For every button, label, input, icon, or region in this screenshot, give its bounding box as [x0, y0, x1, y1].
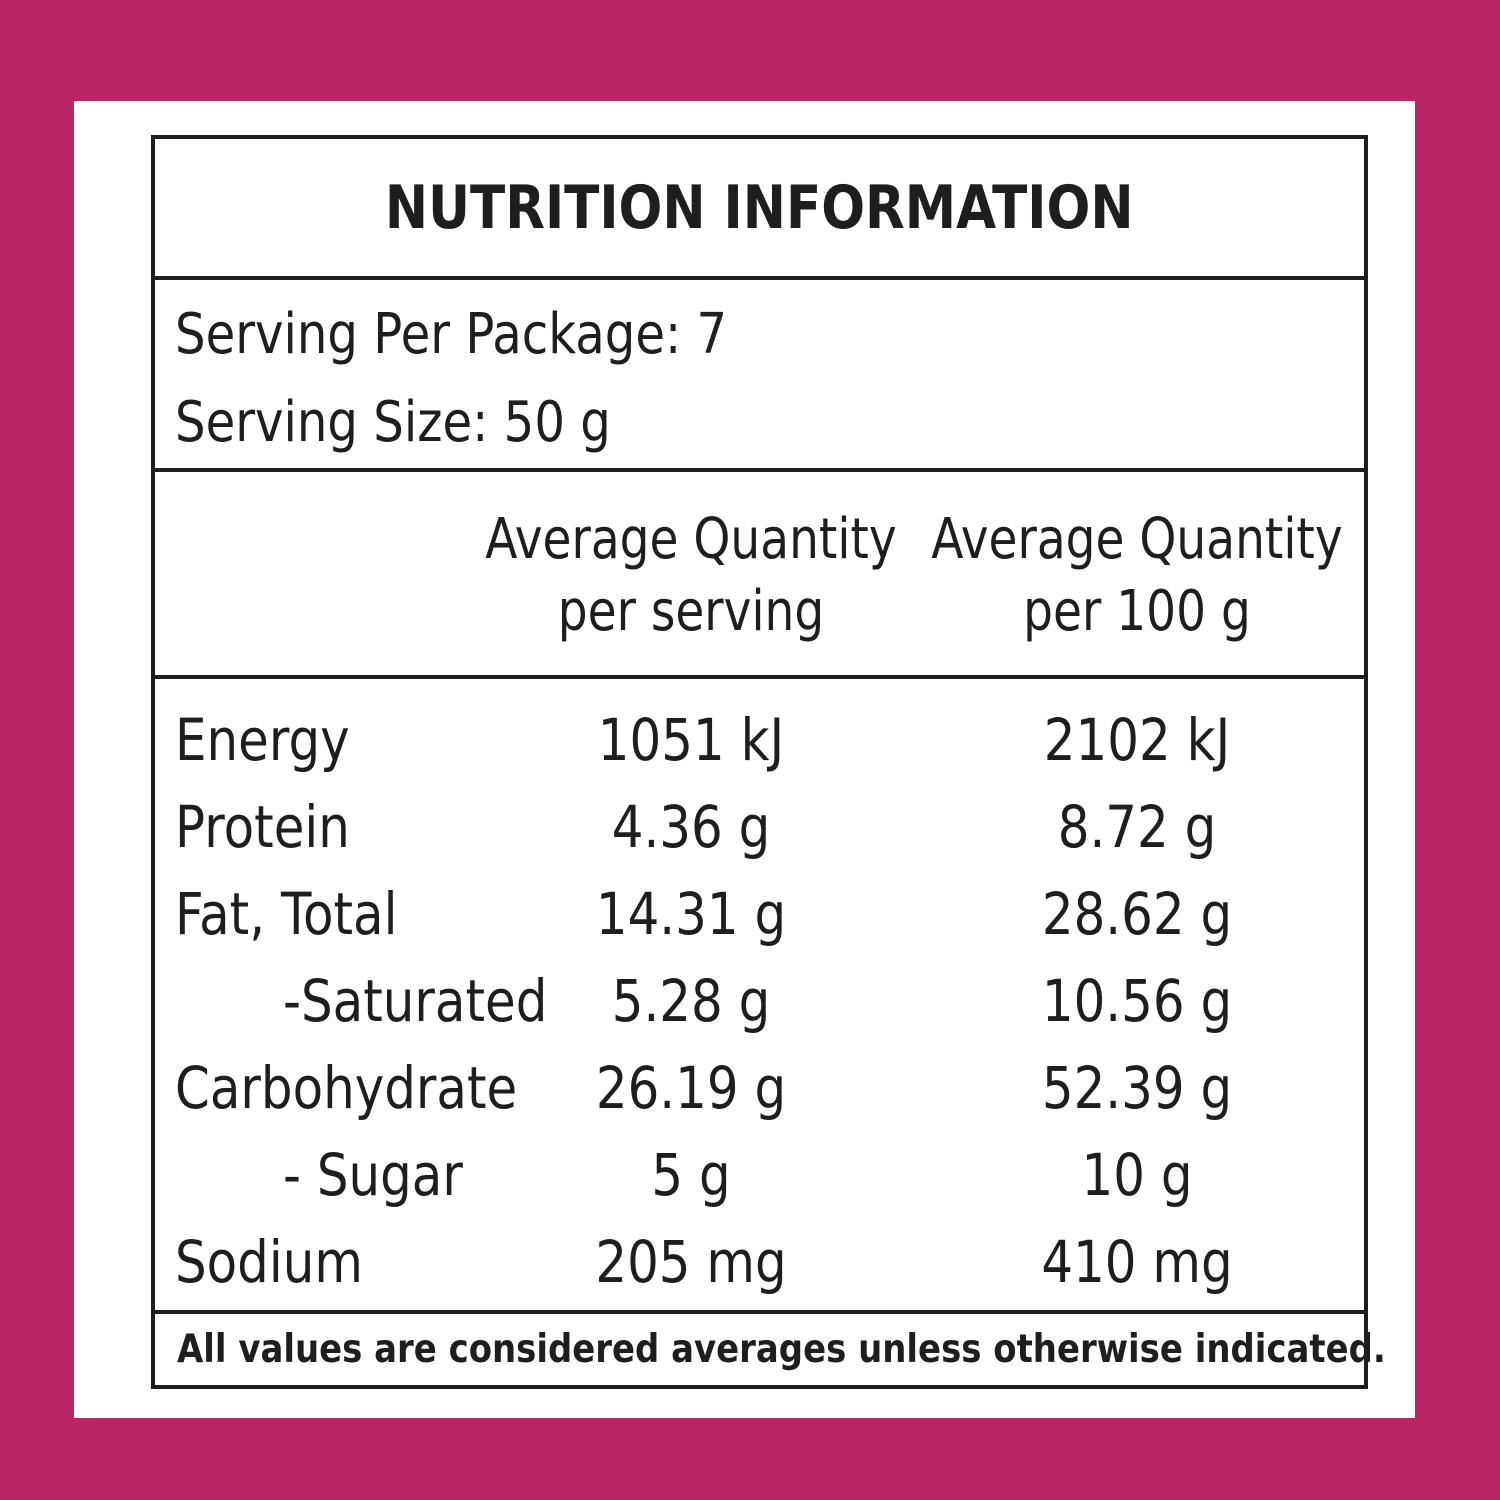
value-per-100g: 52.39 g: [1041, 1054, 1233, 1122]
column-header-section: Average Quantity per serving Average Qua…: [155, 472, 1364, 679]
value-per-serving: 1051 kJ: [597, 706, 785, 774]
value-per-serving: 5.28 g: [611, 967, 771, 1035]
nutrition-panel: NUTRITION INFORMATION Serving Per Packag…: [151, 135, 1386, 1389]
value-per-100g: 8.72 g: [1057, 793, 1217, 861]
value-per-100g: 410 mg: [1041, 1228, 1233, 1296]
footnote: All values are considered averages unles…: [177, 1327, 1386, 1372]
nutrient-name: Fat, Total: [175, 880, 398, 948]
nutrient-name: - Sugar: [283, 1141, 463, 1209]
row-saturated: -Saturated 5.28 g 10.56 g: [155, 957, 1364, 1045]
serving-size: Serving Size: 50 g: [175, 390, 611, 455]
label-card: [74, 101, 1415, 1418]
serving-section: Serving Per Package: 7 Serving Size: 50 …: [155, 280, 1364, 472]
nutrient-name: Carbohydrate: [175, 1054, 518, 1122]
title-section: NUTRITION INFORMATION: [155, 139, 1364, 280]
value-per-serving: 14.31 g: [595, 880, 787, 948]
nutrient-name: -Saturated: [283, 967, 548, 1035]
value-per-serving: 26.19 g: [595, 1054, 787, 1122]
panel-title: NUTRITION INFORMATION: [385, 172, 1134, 243]
nutrients-section: Energy 1051 kJ 2102 kJ Protein 4.36 g 8.…: [155, 679, 1364, 1314]
servings-per-package: Serving Per Package: 7: [175, 302, 728, 367]
nutrient-name: Sodium: [175, 1228, 363, 1296]
value-per-serving: 4.36 g: [611, 793, 771, 861]
nutrient-name: Energy: [175, 706, 350, 774]
nutrient-name: Protein: [175, 793, 350, 861]
row-energy: Energy 1051 kJ 2102 kJ: [155, 696, 1364, 784]
value-per-100g: 10.56 g: [1041, 967, 1233, 1035]
row-protein: Protein 4.36 g 8.72 g: [155, 783, 1364, 871]
column-header-per-serving: Average Quantity per serving: [481, 504, 901, 648]
value-per-100g: 2102 kJ: [1043, 706, 1231, 774]
value-per-100g: 10 g: [1081, 1141, 1193, 1209]
value-per-serving: 5 g: [651, 1141, 731, 1209]
value-per-100g: 28.62 g: [1041, 880, 1233, 948]
footnote-section: All values are considered averages unles…: [155, 1314, 1386, 1385]
column-header-line1: Average Quantity: [485, 507, 897, 572]
row-fat-total: Fat, Total 14.31 g 28.62 g: [155, 870, 1364, 958]
row-sodium: Sodium 205 mg 410 mg: [155, 1218, 1364, 1306]
value-per-serving: 205 mg: [595, 1228, 787, 1296]
row-sugar: - Sugar 5 g 10 g: [155, 1131, 1364, 1219]
column-header-line2: per serving: [557, 579, 825, 644]
row-carbohydrate: Carbohydrate 26.19 g 52.39 g: [155, 1044, 1364, 1132]
column-header-line2: per 100 g: [1023, 579, 1251, 644]
column-header-line1: Average Quantity: [931, 507, 1343, 572]
column-header-per-100g: Average Quantity per 100 g: [927, 504, 1347, 648]
